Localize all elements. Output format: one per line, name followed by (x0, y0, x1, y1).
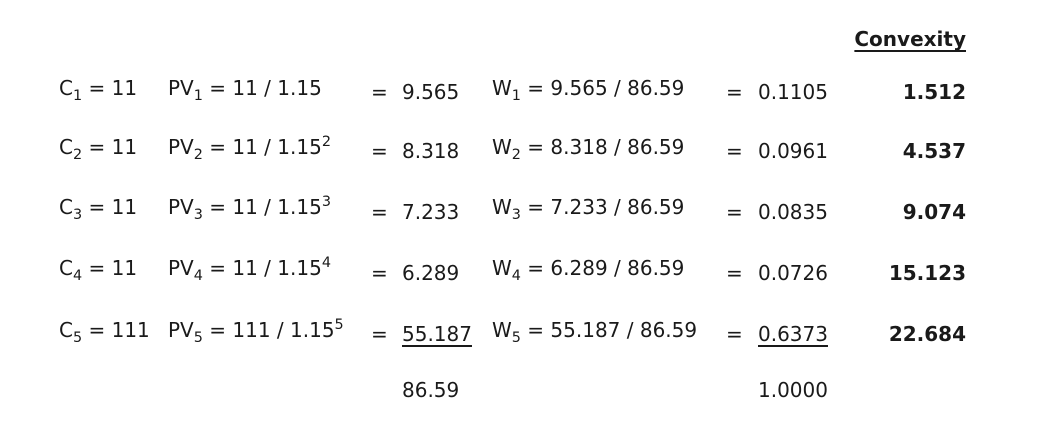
cash-flow-label: C1 = 11 (59, 76, 138, 105)
equals-sign: = (371, 80, 388, 104)
pv-value: 7.233 (402, 200, 460, 224)
pv-total: 86.59 (402, 378, 460, 402)
weight-total: 1.0000 (758, 378, 828, 402)
convexity-header: Convexity (854, 27, 966, 51)
convexity-value: 15.123 (888, 261, 966, 285)
convexity-value: 1.512 (902, 80, 966, 104)
convexity-value: 9.074 (902, 200, 966, 224)
weight-formula: W1 = 9.565 / 86.59 (492, 76, 685, 105)
cash-flow-label: C5 = 111 (59, 318, 150, 347)
pv-formula: PV3 = 11 / 1.153 (168, 194, 331, 224)
cash-flow-label: C3 = 11 (59, 195, 138, 224)
pv-formula: PV1 = 11 / 1.15 (168, 76, 322, 105)
pv-value: 6.289 (402, 261, 460, 285)
weight-value: 0.0961 (758, 139, 828, 163)
weight-value: 0.0726 (758, 261, 828, 285)
cash-flow-label: C4 = 11 (59, 256, 138, 285)
pv-value: 8.318 (402, 139, 460, 163)
weight-value: 0.6373 (758, 322, 828, 346)
pv-value: 55.187 (402, 322, 472, 346)
weight-formula: W4 = 6.289 / 86.59 (492, 256, 685, 285)
equals-sign: = (371, 261, 388, 285)
weight-value: 0.1105 (758, 80, 828, 104)
weight-value: 0.0835 (758, 200, 828, 224)
equals-sign: = (726, 80, 743, 104)
weight-formula: W3 = 7.233 / 86.59 (492, 195, 685, 224)
pv-value: 9.565 (402, 80, 460, 104)
equals-sign: = (726, 139, 743, 163)
pv-formula: PV5 = 111 / 1.155 (168, 317, 344, 347)
pv-formula: PV4 = 11 / 1.154 (168, 255, 331, 285)
equals-sign: = (371, 200, 388, 224)
equals-sign: = (371, 139, 388, 163)
equals-sign: = (726, 261, 743, 285)
weight-formula: W5 = 55.187 / 86.59 (492, 318, 698, 347)
weight-formula: W2 = 8.318 / 86.59 (492, 135, 685, 164)
convexity-value: 22.684 (888, 322, 966, 346)
cash-flow-label: C2 = 11 (59, 135, 138, 164)
convexity-value: 4.537 (902, 139, 966, 163)
equals-sign: = (726, 200, 743, 224)
pv-formula: PV2 = 11 / 1.152 (168, 134, 331, 164)
equals-sign: = (726, 322, 743, 346)
equals-sign: = (371, 322, 388, 346)
